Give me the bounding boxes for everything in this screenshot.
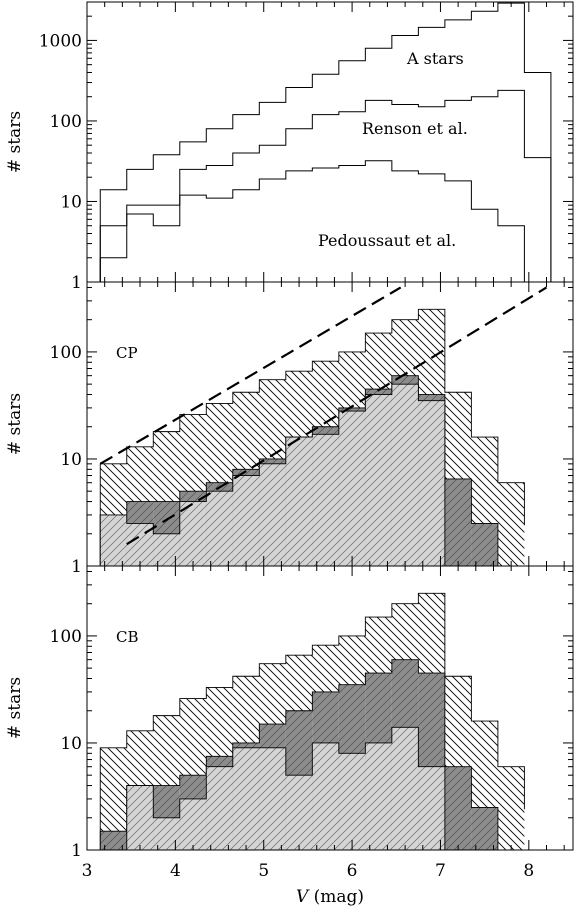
x-tick-label: 4	[170, 861, 181, 881]
series-label: A stars	[406, 49, 464, 68]
x-tick-label: 8	[523, 861, 534, 881]
bar	[338, 411, 366, 566]
bar	[338, 753, 366, 850]
panel-middle: CP 1 10 100 # stars	[5, 281, 574, 577]
bar	[365, 394, 392, 566]
plot-body	[99, 286, 548, 566]
x-tick-label: 7	[435, 861, 446, 881]
x-tick-label: 3	[82, 861, 93, 881]
dashed-fit-line	[126, 286, 548, 546]
bar	[497, 766, 525, 850]
bar	[206, 766, 233, 850]
y-tick-label: 100	[50, 112, 82, 132]
y-tick-label: 1	[71, 557, 82, 577]
series-label: Pedoussaut et al.	[318, 231, 456, 250]
y-tick-label: 100	[50, 343, 82, 363]
bar	[471, 523, 498, 566]
y-axis-label: # stars	[5, 677, 25, 739]
y-tick-label: 10	[60, 192, 82, 212]
bar	[365, 742, 392, 850]
bar	[444, 478, 472, 566]
plot-body	[99, 2, 552, 282]
y-tick-label: 1	[71, 841, 82, 861]
dashed-fit-line	[99, 286, 402, 465]
bar-outline	[100, 726, 525, 850]
series-a-stars	[99, 2, 552, 282]
series-renson-et-al	[99, 89, 552, 282]
bar	[391, 727, 419, 850]
bar	[259, 747, 286, 850]
panel-bottom: CB 1 10 100 # stars 3 4 5 6 7 8 V (mag)	[5, 565, 574, 907]
bar-outline	[99, 308, 525, 566]
panel-label: CP	[116, 344, 138, 362]
bar	[418, 766, 445, 850]
bar	[312, 742, 339, 850]
series-pedoussaut-et-al	[99, 160, 551, 282]
bar-outline	[99, 592, 525, 850]
panel-label: CB	[116, 628, 139, 646]
bar	[285, 437, 313, 566]
x-tick-label: 5	[258, 861, 269, 881]
x-axis-label: V (mag)	[296, 887, 364, 907]
bar	[100, 514, 127, 566]
plot-frame	[86, 565, 574, 851]
bar	[444, 766, 472, 850]
bar	[259, 463, 286, 566]
bar	[471, 807, 498, 850]
bar	[285, 775, 313, 850]
y-tick-label: 1	[71, 273, 82, 293]
bar	[179, 501, 207, 566]
bar-outline	[99, 659, 525, 850]
bar	[232, 475, 260, 566]
y-axis-label: # stars	[5, 393, 25, 455]
y-tick-label: 10	[60, 734, 82, 754]
bar	[100, 831, 127, 850]
bar	[206, 491, 233, 566]
y-axis-label: # stars	[5, 111, 25, 173]
bars-light	[100, 726, 525, 850]
plot-body	[99, 592, 525, 850]
bar	[391, 384, 419, 566]
bar	[312, 434, 339, 566]
bar-outline	[99, 383, 525, 566]
y-tick-label: 10	[60, 450, 82, 470]
y-tick-label: 1000	[39, 31, 82, 51]
series-label: Renson et al.	[362, 119, 468, 138]
panel-top: A stars Renson et al. Pedoussaut et al. 1 10…	[5, 1, 574, 293]
bar	[232, 747, 260, 850]
bar	[126, 785, 154, 850]
bar	[179, 798, 207, 850]
bar	[418, 400, 445, 566]
x-tick-label: 6	[347, 861, 358, 881]
bar	[497, 482, 525, 566]
y-tick-label: 100	[50, 627, 82, 647]
